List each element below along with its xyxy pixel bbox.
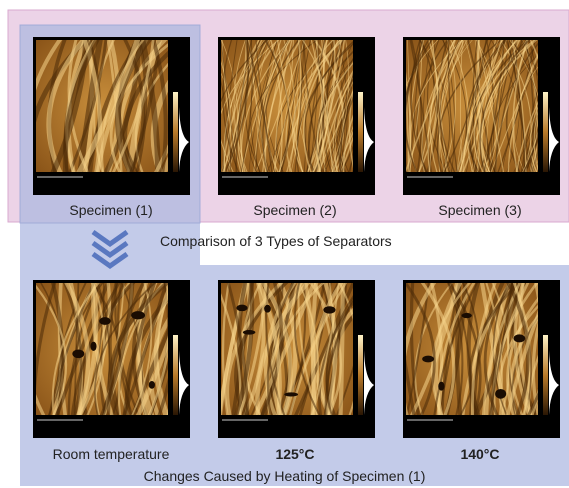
pore bbox=[495, 389, 506, 399]
afm-image bbox=[384, 37, 569, 195]
pore bbox=[236, 305, 247, 311]
color-bar bbox=[543, 92, 548, 172]
comparison-label: Comparison of 3 Types of Separators bbox=[160, 233, 460, 249]
afm-image bbox=[392, 280, 569, 438]
color-bar bbox=[358, 335, 363, 415]
pore bbox=[99, 317, 111, 325]
pore bbox=[422, 356, 434, 363]
pore bbox=[243, 330, 256, 335]
pore bbox=[514, 334, 526, 342]
caption: Specimen (1) bbox=[21, 202, 201, 218]
afm-image bbox=[209, 280, 390, 438]
fiber bbox=[340, 280, 342, 420]
afm-image bbox=[14, 280, 220, 438]
pore bbox=[462, 313, 472, 318]
pore bbox=[284, 392, 298, 396]
color-bar bbox=[358, 92, 363, 172]
pore bbox=[149, 381, 155, 389]
caption: Room temperature bbox=[21, 446, 201, 462]
caption: Specimen (3) bbox=[390, 202, 569, 218]
pore bbox=[264, 305, 271, 313]
page: Specimen (1) Specimen (2) Specimen (3) C… bbox=[0, 0, 569, 488]
pore bbox=[323, 306, 335, 313]
afm-image bbox=[27, 37, 216, 195]
caption: 140°C bbox=[390, 446, 569, 462]
pore bbox=[91, 342, 97, 351]
pore bbox=[438, 382, 444, 391]
heating-label: Changes Caused by Heating of Specimen (1… bbox=[100, 468, 469, 484]
color-bar bbox=[543, 335, 548, 415]
color-bar bbox=[173, 92, 178, 172]
pore bbox=[72, 350, 84, 359]
caption: Specimen (2) bbox=[205, 202, 385, 218]
caption: 125°C bbox=[205, 446, 385, 462]
color-bar bbox=[173, 335, 178, 415]
pore bbox=[131, 311, 145, 319]
